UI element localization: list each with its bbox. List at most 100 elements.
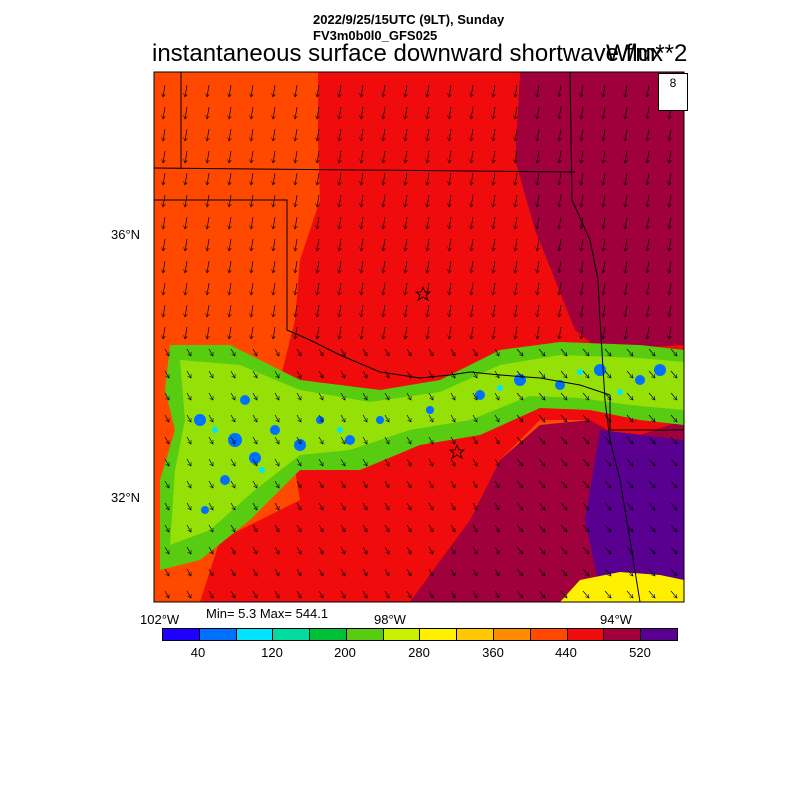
wind-vector-arrow [472, 414, 477, 422]
colorbar-swatch [641, 629, 677, 640]
wind-vector-arrow [493, 150, 495, 163]
wind-vector-arrow [274, 568, 279, 576]
colorbar-tick-label: 120 [261, 645, 283, 660]
colorbar-swatch [604, 629, 642, 640]
wind-vector-arrow [383, 216, 385, 229]
wind-vector-arrow [471, 216, 473, 229]
wind-vector-arrow [538, 568, 545, 576]
wind-vector-arrow [537, 326, 539, 339]
wind-vector-arrow [450, 480, 455, 488]
wind-vector-arrow [471, 304, 473, 317]
wind-vector-arrow [317, 282, 319, 295]
wind-vector-arrow [626, 590, 633, 598]
wind-vector-arrow [317, 172, 319, 185]
wind-vector-arrow [449, 128, 451, 141]
wind-vector-arrow [317, 260, 319, 273]
wind-vector-arrow [186, 414, 191, 422]
wind-vector-arrow [647, 194, 649, 207]
wind-vector-arrow [472, 524, 477, 532]
wind-vector-arrow [405, 216, 407, 229]
wind-vector-arrow [383, 84, 385, 97]
wind-vector-arrow [186, 392, 191, 400]
wind-vector-arrow [450, 458, 455, 466]
wind-vector-arrow [559, 150, 561, 163]
wind-vector-arrow [229, 282, 231, 295]
wind-vector-arrow [625, 84, 627, 97]
wind-vector-arrow [340, 568, 345, 576]
wind-vector-arrow [647, 150, 649, 163]
wind-vector-arrow [185, 304, 187, 317]
wind-vector-arrow [626, 348, 633, 356]
wind-vector-arrow [494, 502, 499, 510]
wind-vector-arrow [537, 150, 539, 163]
wind-vector-arrow [537, 260, 539, 273]
wind-vector-arrow [603, 260, 605, 273]
wind-vector-arrow [494, 436, 499, 444]
wind-vector-arrow [384, 348, 389, 356]
colorbar-swatch [310, 629, 347, 640]
wind-vector-arrow [428, 458, 433, 466]
wind-vector-arrow [647, 84, 649, 97]
wind-vector-arrow [317, 216, 319, 229]
wind-vector-arrow [669, 194, 671, 207]
wind-vector-arrow [406, 590, 411, 598]
wind-vector-arrow [428, 436, 433, 444]
wind-vector-arrow [648, 370, 655, 378]
wind-vector-arrow [296, 436, 301, 444]
wind-vector-arrow [185, 216, 187, 229]
wind-vector-arrow [582, 348, 589, 356]
wind-vector-arrow [340, 458, 345, 466]
wind-vector-arrow [625, 172, 627, 185]
wind-vector-arrow [472, 568, 477, 576]
wind-vector-arrow [648, 414, 655, 422]
wind-vector-arrow [582, 502, 589, 510]
wind-vector-arrow [361, 238, 363, 251]
wind-vector-arrow [625, 128, 627, 141]
wind-vector-arrow [493, 238, 495, 251]
wind-vector-arrow [273, 172, 275, 185]
wind-vector-arrow [185, 172, 187, 185]
wind-vector-arrow [626, 370, 633, 378]
wind-vector-arrow [604, 502, 611, 510]
wind-vector-arrow [427, 304, 429, 317]
wind-vector-arrow [230, 546, 235, 554]
wind-vector-arrow [339, 304, 341, 317]
wind-vector-arrow [581, 128, 583, 141]
city-markers [414, 285, 466, 459]
wind-vector-arrow [494, 348, 499, 356]
wind-vector-arrow [449, 172, 451, 185]
wind-vector-arrow [340, 414, 345, 422]
wind-vector-arrow [164, 392, 169, 400]
wind-vector-arrow [625, 106, 627, 119]
wind-vector-arrow [383, 238, 385, 251]
wind-vector-arrow [317, 238, 319, 251]
wind-vector-arrow [450, 392, 455, 400]
wind-vector-arrow [603, 194, 605, 207]
wind-vector-arrow [648, 392, 655, 400]
wind-vector-arrow [252, 458, 257, 466]
colorbar-tick-label: 520 [629, 645, 651, 660]
wind-vector-arrow [427, 194, 429, 207]
wind-vector-arrow [603, 326, 605, 339]
wind-vector-arrow [537, 84, 539, 97]
wind-vector-arrow [493, 84, 495, 97]
wind-vector-arrow [361, 326, 363, 339]
wind-vector-arrow [559, 106, 561, 119]
wind-vector-arrow [604, 348, 611, 356]
wind-vector-arrow [251, 84, 253, 97]
wind-vector-arrow [582, 568, 589, 576]
wind-vector-arrow [560, 480, 567, 488]
wind-vector-arrow [427, 106, 429, 119]
wind-vector-arrow [295, 304, 297, 317]
wind-vector-arrow [186, 546, 191, 554]
wind-vector-arrow [471, 282, 473, 295]
wind-vector-arrow [516, 392, 523, 400]
wind-vector-arrow [273, 106, 275, 119]
wind-vector-arrow [581, 194, 583, 207]
wind-vector-arrow [625, 238, 627, 251]
wind-vector-arrow [648, 458, 655, 466]
wind-vector-arrow [626, 502, 633, 510]
wind-vector-arrow [361, 260, 363, 273]
wind-vector-arrow [405, 282, 407, 295]
wind-vector-arrow [516, 480, 523, 488]
